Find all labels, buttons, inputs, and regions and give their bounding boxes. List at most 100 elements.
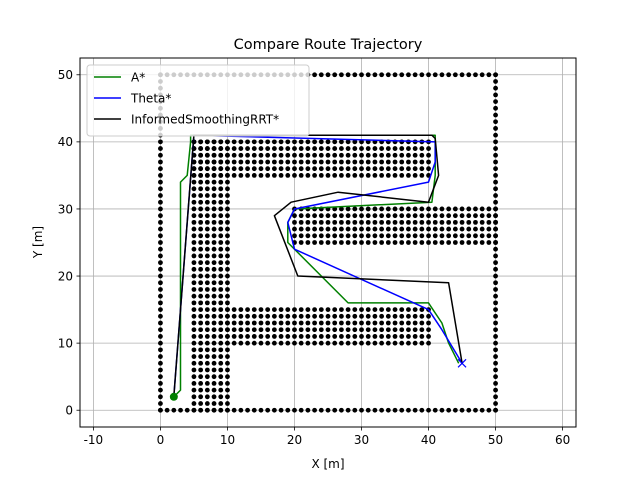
obstacle-point [218, 354, 224, 359]
obstacle-point [385, 226, 391, 232]
obstacle-point [292, 213, 297, 219]
obstacle-point [318, 152, 324, 158]
obstacle-point [211, 219, 217, 225]
obstacle-point [191, 374, 197, 380]
obstacle-point [285, 340, 291, 346]
obstacle-point [339, 226, 344, 232]
obstacle-point [198, 219, 204, 225]
obstacle-point [459, 206, 465, 212]
obstacle-point [198, 347, 204, 353]
obstacle-point [271, 159, 277, 165]
obstacle-point [191, 280, 197, 286]
obstacle-point [158, 179, 163, 185]
x-tick-label: 20 [287, 433, 302, 447]
obstacle-point [158, 139, 163, 145]
obstacle-point [211, 380, 217, 386]
obstacle-point [392, 407, 398, 413]
obstacle-point [312, 139, 317, 145]
obstacle-point [251, 320, 257, 326]
obstacle-point [318, 334, 324, 339]
obstacle-point [379, 173, 385, 178]
obstacle-point [493, 347, 498, 353]
obstacle-point [225, 260, 230, 266]
obstacle-point [312, 407, 317, 413]
obstacle-point [473, 240, 478, 245]
obstacle-point [271, 173, 277, 178]
y-tick-label: 30 [58, 202, 73, 216]
obstacle-point [399, 213, 405, 219]
obstacle-point [493, 273, 498, 279]
obstacle-point [158, 146, 163, 151]
obstacle-point [493, 374, 498, 380]
obstacle-point [251, 152, 257, 158]
x-tick-label: 60 [555, 433, 570, 447]
obstacle-point [493, 407, 498, 413]
obstacle-point [158, 313, 163, 319]
obstacle-point [493, 387, 498, 393]
obstacle-point [225, 327, 230, 333]
obstacle-point [298, 307, 304, 312]
obstacle-point [204, 199, 210, 205]
start-marker [169, 392, 178, 401]
obstacle-point [339, 152, 344, 158]
obstacle-point [452, 72, 458, 78]
obstacle-point [392, 166, 398, 172]
obstacle-point [318, 327, 324, 333]
obstacle-point [385, 320, 391, 326]
obstacle-point [426, 327, 431, 333]
obstacle-point [426, 226, 431, 232]
obstacle-point [372, 159, 378, 165]
obstacle-point [332, 159, 338, 165]
obstacle-point [486, 233, 492, 239]
obstacle-point [198, 253, 204, 259]
obstacle-point [198, 199, 204, 205]
obstacle-point [158, 260, 163, 266]
x-axis-label: X [m] [311, 457, 344, 471]
obstacle-point [198, 233, 204, 239]
obstacle-point [332, 320, 338, 326]
obstacle-point [225, 233, 230, 239]
obstacle-point [231, 152, 237, 158]
obstacle-point [325, 139, 331, 145]
obstacle-point [359, 219, 364, 225]
obstacle-point [486, 72, 492, 78]
obstacle-point [352, 307, 358, 312]
obstacle-point [218, 340, 224, 346]
obstacle-point [385, 313, 391, 319]
obstacle-point [198, 334, 204, 339]
obstacle-point [345, 206, 351, 212]
obstacle-point [278, 307, 284, 312]
obstacle-point [211, 260, 217, 266]
obstacle-point [392, 327, 398, 333]
obstacle-point [325, 72, 331, 78]
obstacle-point [191, 401, 197, 406]
obstacle-point [365, 240, 371, 245]
obstacle-point [412, 240, 418, 245]
obstacle-point [218, 173, 224, 178]
obstacle-point [231, 146, 237, 151]
obstacle-point [439, 72, 445, 78]
obstacle-point [318, 159, 324, 165]
obstacle-point [473, 226, 478, 232]
obstacle-point [392, 320, 398, 326]
obstacle-point [191, 246, 197, 252]
obstacle-point [211, 159, 217, 165]
obstacle-point [365, 72, 371, 78]
obstacle-point [493, 159, 498, 165]
obstacle-point [392, 334, 398, 339]
obstacle-point [198, 293, 204, 299]
obstacle-point [225, 273, 230, 279]
obstacle-point [325, 219, 331, 225]
obstacle-point [231, 159, 237, 165]
obstacle-point [372, 206, 378, 212]
obstacle-point [332, 173, 338, 178]
obstacle-point [211, 166, 217, 172]
obstacle-point [339, 307, 344, 312]
legend-box [86, 64, 310, 137]
obstacle-point [365, 226, 371, 232]
obstacle-point [191, 226, 197, 232]
obstacle-point [191, 293, 197, 299]
obstacle-point [446, 206, 452, 212]
obstacle-point [298, 226, 304, 232]
